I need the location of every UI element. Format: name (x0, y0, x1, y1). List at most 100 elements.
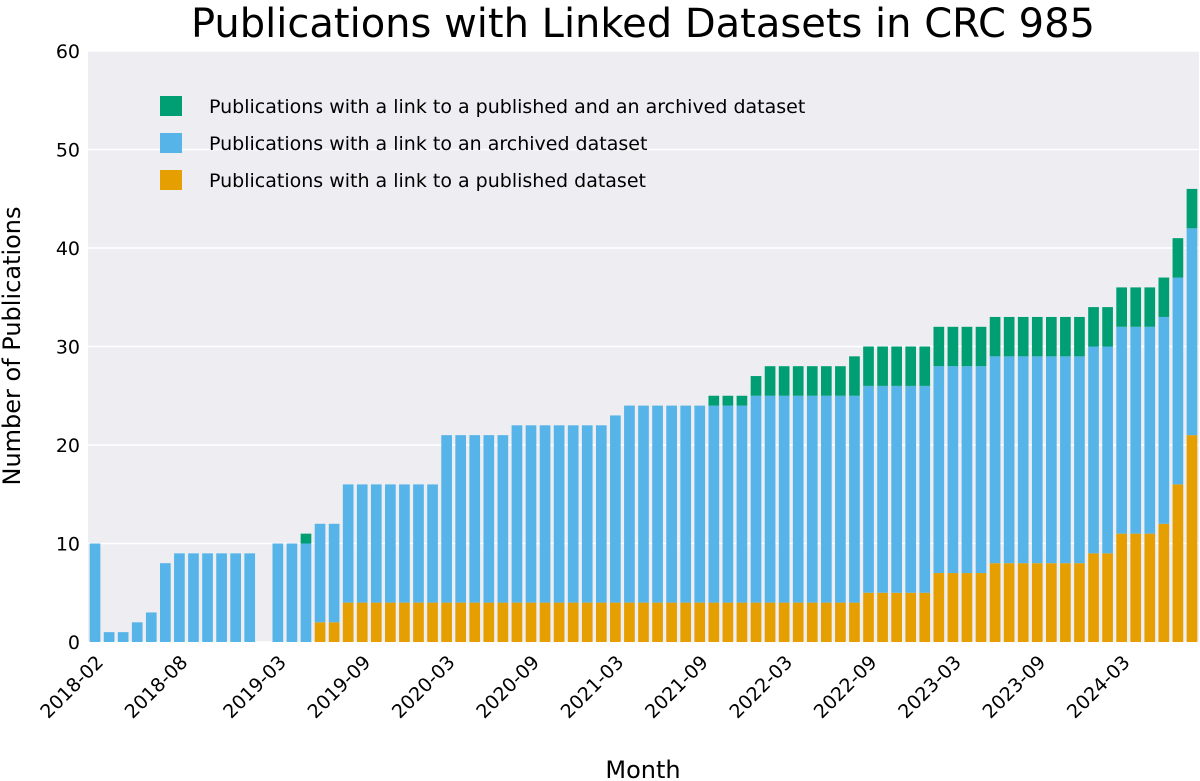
bar-segment-series-0 (1130, 533, 1142, 642)
bar-segment-series-1 (849, 395, 860, 603)
bar-segment-series-1 (947, 366, 959, 574)
bar-segment-series-0 (567, 602, 579, 642)
y-axis-title: Number of Publications (0, 206, 26, 485)
bar-segment-series-1 (342, 484, 354, 603)
bar-segment-series-1 (230, 553, 242, 642)
bar-segment-series-0 (778, 602, 790, 642)
bar-segment-series-0 (314, 622, 326, 642)
bar-segment-series-1 (905, 385, 917, 593)
bar-segment-series-1 (455, 435, 467, 603)
bar-segment-series-2 (736, 395, 748, 406)
bar-segment-series-2 (806, 366, 818, 396)
bar-segment-series-0 (539, 602, 551, 642)
x-tick-label: 2019-03 (219, 651, 291, 723)
bar-segment-series-0 (483, 602, 495, 642)
y-tick-labels: 0 10 20 30 40 50 60 (56, 41, 80, 654)
bar-segment-series-1 (680, 405, 692, 603)
bar-segment-series-1 (975, 366, 987, 574)
legend-label: Publications with a link to a published … (209, 96, 805, 118)
bar-segment-series-0 (610, 602, 621, 642)
bar-segment-series-0 (511, 602, 523, 642)
bar-segment-series-1 (89, 543, 101, 642)
bar-segment-series-2 (820, 366, 832, 396)
x-axis-title: Month (605, 756, 680, 781)
bar-segment-series-0 (835, 602, 846, 642)
bar-segment-series-1 (835, 395, 846, 603)
bar-segment-series-0 (1186, 435, 1198, 642)
bar-segment-series-1 (370, 484, 382, 603)
bar-segment-series-2 (1186, 188, 1198, 229)
bar-segment-series-0 (1172, 484, 1184, 642)
bar-segment-series-0 (736, 602, 748, 642)
bar-segment-series-1 (792, 395, 804, 603)
bar-segment-series-1 (1102, 346, 1113, 554)
bar-segment-series-0 (385, 602, 396, 642)
bar-segment-series-2 (764, 366, 776, 396)
bar-segment-series-0 (750, 602, 762, 642)
bar-segment-series-1 (286, 543, 298, 642)
bar-segment-series-1 (708, 405, 720, 603)
y-tick-label: 40 (56, 238, 80, 260)
x-tick-label: 2024-03 (1063, 651, 1135, 723)
bar-segment-series-1 (891, 385, 902, 593)
bar-segment-series-2 (1045, 316, 1057, 357)
bar-segment-series-0 (1116, 533, 1127, 642)
bar-segment-series-0 (1045, 563, 1057, 642)
y-tick-label: 20 (56, 435, 80, 457)
bars (89, 188, 1198, 642)
bar-segment-series-2 (1158, 277, 1170, 317)
bar-segment-series-0 (1031, 563, 1043, 642)
legend-label: Publications with a link to a published … (209, 170, 646, 192)
bar-segment-series-0 (863, 592, 874, 642)
bar-segment-series-0 (1074, 563, 1085, 642)
bar-segment-series-2 (750, 376, 762, 396)
bar-segment-series-0 (947, 573, 959, 642)
bar-segment-series-1 (356, 484, 368, 603)
bar-segment-series-2 (778, 366, 790, 396)
bar-segment-series-1 (441, 435, 452, 603)
bar-segment-series-2 (947, 326, 959, 367)
bar-segment-series-1 (666, 405, 677, 603)
bar-segment-series-1 (525, 425, 537, 603)
y-tick-label: 10 (56, 534, 80, 556)
bar-segment-series-1 (328, 523, 340, 623)
chart-title: Publications with Linked Datasets in CRC… (191, 1, 1095, 47)
bar-segment-series-1 (131, 622, 143, 642)
bar-segment-series-2 (989, 316, 1001, 357)
bar-segment-series-1 (188, 553, 199, 642)
x-tick-label: 2020-09 (472, 651, 544, 723)
bar-segment-series-0 (820, 602, 832, 642)
legend-label: Publications with a link to an archived … (209, 133, 647, 155)
bar-segment-series-1 (1003, 356, 1015, 564)
bar-segment-series-1 (595, 425, 607, 603)
bar-segment-series-1 (722, 405, 734, 603)
bar-segment-series-0 (469, 602, 481, 642)
bar-segment-series-1 (778, 395, 790, 603)
bar-segment-series-2 (905, 346, 917, 386)
bar-segment-series-1 (511, 425, 523, 603)
bar-segment-series-2 (933, 326, 945, 367)
bar-segment-series-0 (1088, 553, 1099, 642)
bar-segment-series-0 (764, 602, 776, 642)
bar-segment-series-1 (385, 484, 396, 603)
bar-segment-series-0 (441, 602, 452, 642)
bar-segment-series-2 (1116, 287, 1127, 327)
bar-segment-series-0 (961, 573, 973, 642)
bar-segment-series-0 (905, 592, 917, 642)
x-tick-label: 2022-09 (810, 651, 882, 723)
bar-segment-series-1 (1172, 277, 1184, 485)
bar-segment-series-0 (581, 602, 593, 642)
bar-segment-series-1 (877, 385, 888, 593)
bar-segment-series-1 (202, 553, 213, 642)
bar-segment-series-1 (553, 425, 565, 603)
bar-segment-series-1 (300, 543, 312, 642)
bar-segment-series-0 (356, 602, 368, 642)
bar-segment-series-1 (216, 553, 227, 642)
bar-segment-series-0 (694, 602, 706, 642)
bar-segment-series-0 (975, 573, 987, 642)
bar-segment-series-2 (1060, 316, 1071, 357)
bar-segment-series-1 (610, 415, 621, 603)
bar-segment-series-1 (624, 405, 635, 603)
bar-segment-series-0 (342, 602, 354, 642)
bar-segment-series-0 (328, 622, 340, 642)
